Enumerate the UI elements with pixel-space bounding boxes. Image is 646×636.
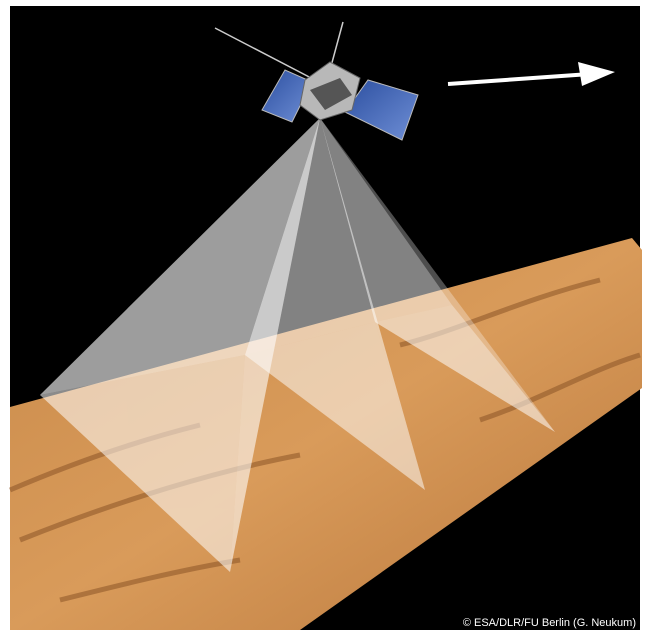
arrow-shaft <box>447 72 591 86</box>
beam <box>320 118 425 490</box>
beam <box>40 118 320 572</box>
antenna <box>214 27 316 81</box>
antenna <box>329 21 344 71</box>
beams <box>40 118 555 572</box>
satellite-detail <box>310 78 352 110</box>
satellite <box>214 21 419 141</box>
beam <box>320 118 555 432</box>
credit: © ESA/DLR/FU Berlin (G. Neukum) <box>463 617 636 629</box>
arrow-head <box>578 62 615 86</box>
solar-panel <box>344 79 419 141</box>
beam <box>245 118 375 355</box>
direction-arrow <box>447 62 615 86</box>
footprint <box>375 305 555 432</box>
mars-surface <box>10 238 642 630</box>
footprint <box>245 322 425 490</box>
beam <box>245 118 425 490</box>
surface-ridges <box>9 277 641 603</box>
footprint <box>40 355 245 572</box>
footprints <box>40 305 555 572</box>
beam <box>230 118 320 572</box>
beam <box>40 118 320 395</box>
beam <box>320 118 452 322</box>
